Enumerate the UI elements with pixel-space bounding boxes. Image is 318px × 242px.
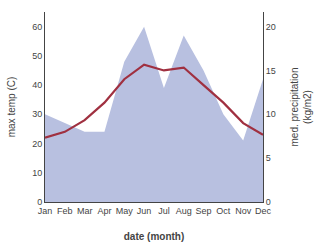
- svg-text:Jul: Jul: [158, 206, 170, 216]
- svg-text:Apr: Apr: [97, 206, 111, 216]
- svg-text:date (month): date (month): [124, 231, 185, 242]
- svg-text:med. precipitation(kg/m2): med. precipitation(kg/m2): [289, 68, 313, 147]
- svg-text:60: 60: [32, 22, 42, 32]
- svg-text:40: 40: [32, 80, 42, 90]
- svg-text:Sep: Sep: [196, 206, 212, 216]
- svg-text:Jan: Jan: [38, 206, 53, 216]
- svg-text:max temp (C): max temp (C): [6, 77, 17, 138]
- svg-text:May: May: [116, 206, 134, 216]
- svg-text:Aug: Aug: [176, 206, 192, 216]
- svg-text:0: 0: [266, 197, 271, 207]
- svg-text:Feb: Feb: [57, 206, 73, 216]
- svg-text:5: 5: [266, 153, 271, 163]
- svg-text:20: 20: [266, 22, 276, 32]
- svg-text:Mar: Mar: [77, 206, 93, 216]
- svg-text:30: 30: [32, 109, 42, 119]
- svg-text:Dec: Dec: [255, 206, 272, 216]
- svg-text:Oct: Oct: [216, 206, 231, 216]
- svg-text:10: 10: [32, 168, 42, 178]
- svg-text:10: 10: [266, 109, 276, 119]
- svg-text:50: 50: [32, 51, 42, 61]
- svg-text:0: 0: [37, 197, 42, 207]
- svg-text:Jun: Jun: [137, 206, 152, 216]
- svg-text:15: 15: [266, 66, 276, 76]
- svg-text:20: 20: [32, 139, 42, 149]
- svg-text:Nov: Nov: [235, 206, 252, 216]
